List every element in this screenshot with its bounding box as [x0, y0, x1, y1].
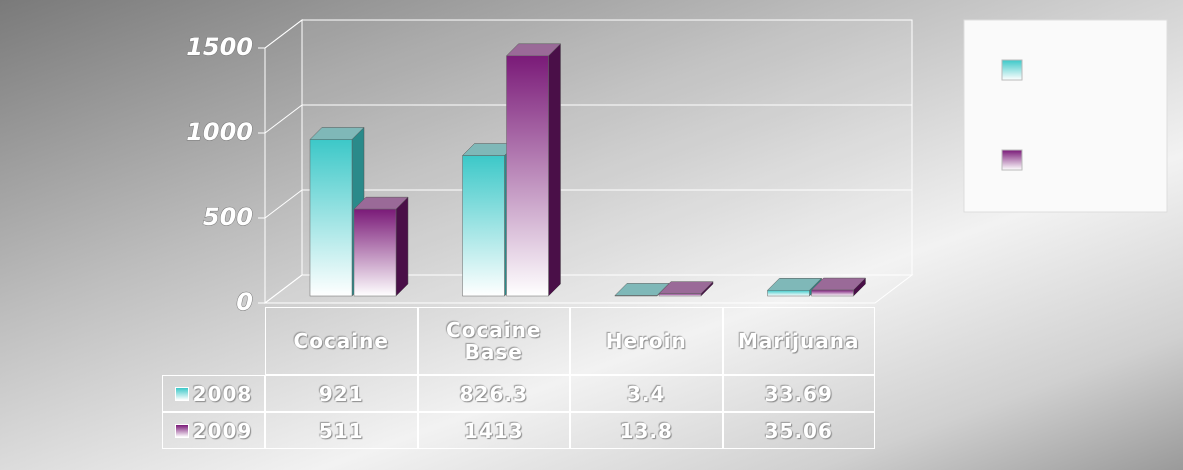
bar [353, 208, 397, 297]
grid-line [264, 19, 912, 49]
series-name: 2009 [192, 418, 253, 443]
bar [506, 55, 549, 297]
bar [811, 289, 854, 297]
y-tick-label: 1500 [186, 33, 253, 61]
series-label: 2009 [162, 412, 265, 449]
bar [614, 295, 658, 297]
category-label: Cocaine Base [417, 307, 570, 375]
legend-swatch [174, 386, 189, 401]
value-cell: 33.69 [722, 375, 875, 412]
side-wall [264, 18, 303, 305]
category-label: Marijuana [722, 307, 875, 375]
bar [309, 139, 353, 297]
category-label: Heroin [570, 307, 723, 375]
y-tick-label: 500 [203, 203, 253, 231]
value-cell: 13.8 [570, 412, 723, 449]
legend-swatch [1001, 59, 1023, 81]
grid-line [264, 189, 912, 219]
grid-line [264, 274, 912, 304]
value-cell: 921 [265, 375, 418, 412]
series-label: 2008 [162, 375, 265, 412]
series-name: 2008 [192, 381, 253, 406]
bar-side [395, 196, 409, 297]
bar [767, 290, 810, 297]
y-tick-label: 0 [236, 288, 253, 316]
bar-side [548, 43, 561, 297]
bar [462, 155, 505, 297]
bar [658, 293, 702, 297]
value-cell: 1413 [417, 412, 570, 449]
value-cell: 3.4 [570, 375, 723, 412]
legend-swatch [174, 423, 189, 438]
value-cell: 826.3 [417, 375, 570, 412]
value-cell: 35.06 [722, 412, 875, 449]
grid-line [264, 104, 912, 134]
legend-box [963, 19, 1168, 213]
y-tick-label: 1000 [186, 118, 253, 146]
category-label: Cocaine [265, 307, 418, 375]
value-cell: 511 [265, 412, 418, 449]
legend-swatch [1001, 149, 1023, 171]
